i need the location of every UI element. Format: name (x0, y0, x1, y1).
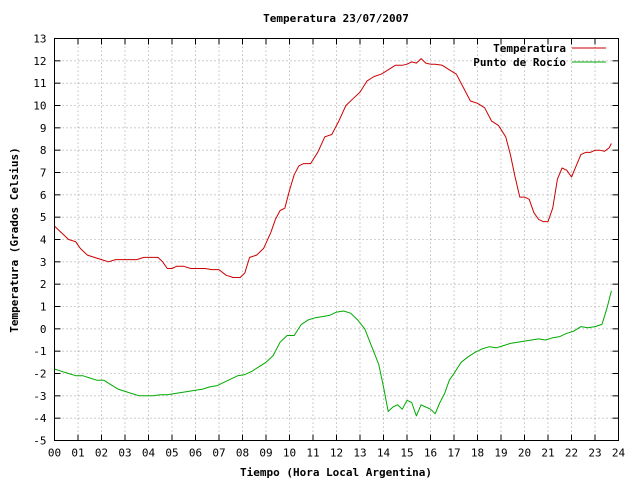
x-tick-label: 18 (471, 447, 484, 460)
x-tick-label: 19 (494, 447, 507, 460)
x-tick-label: 14 (377, 447, 391, 460)
legend-label-temperatura: Temperatura (493, 42, 566, 55)
series-line-punto-de-rocio (54, 290, 612, 417)
y-tick-label: -1 (33, 345, 46, 358)
y-tick-label: 8 (40, 144, 47, 157)
y-tick-label: 3 (40, 256, 47, 269)
x-tick-label: 20 (518, 447, 531, 460)
x-tick-label: 24 (612, 447, 626, 460)
y-tick-label: -2 (33, 368, 46, 381)
y-tick-label: 0 (40, 323, 47, 336)
y-tick-label: -5 (33, 435, 46, 448)
x-tick-label: 05 (165, 447, 178, 460)
series-lines (54, 58, 612, 417)
y-tick-label: 13 (33, 33, 46, 46)
x-tick-labels: 00 01 02 03 04 05 06 07 08 09 10 11 12 13 14 15 16 17 18 19… (48, 447, 626, 460)
x-tick-label: 01 (71, 447, 84, 460)
y-tick-label: -4 (33, 412, 47, 425)
legend-label-punto-de-rocio: Punto de Rocío (473, 56, 566, 69)
y-tick-label: 5 (40, 211, 47, 224)
y-tick-label: 6 (40, 189, 47, 202)
x-tick-label: 21 (541, 447, 554, 460)
y-tick-label: -3 (33, 390, 46, 403)
chart-title: Temperatura 23/07/2007 (263, 12, 409, 25)
x-tick-label: 07 (212, 447, 225, 460)
y-tick-label: 4 (40, 234, 47, 247)
x-tick-label: 17 (447, 447, 460, 460)
y-tick-label: 12 (33, 55, 46, 68)
y-axis-title: Temperatura (Grados Celsius) (8, 147, 21, 332)
x-tick-label: 22 (565, 447, 578, 460)
x-axis-title: Tiempo (Hora Local Argentina) (240, 466, 432, 479)
x-tick-label: 08 (236, 447, 249, 460)
x-tick-label: 23 (588, 447, 601, 460)
x-tick-label: 12 (330, 447, 343, 460)
x-tick-label: 10 (283, 447, 296, 460)
x-tick-label: 15 (400, 447, 413, 460)
y-tick-label: 9 (40, 122, 47, 135)
x-tick-label: 03 (118, 447, 131, 460)
x-tick-label: 06 (189, 447, 202, 460)
x-tick-label: 13 (353, 447, 366, 460)
x-tick-label: 11 (306, 447, 319, 460)
x-tick-label: 00 (48, 447, 61, 460)
grid (54, 38, 619, 441)
legend: Temperatura Punto de Rocío (473, 42, 606, 69)
y-tick-label: 7 (40, 167, 47, 180)
x-tick-label: 02 (95, 447, 108, 460)
series-line-temperatura (54, 58, 612, 278)
y-tick-label: 11 (33, 77, 46, 90)
x-tick-label: 09 (259, 447, 272, 460)
y-tick-label: 1 (40, 301, 47, 314)
x-tick-label: 16 (424, 447, 437, 460)
y-tick-label: 10 (33, 100, 46, 113)
x-tick-label: 04 (142, 447, 156, 460)
y-tick-label: 2 (40, 278, 47, 291)
axis-ticks (54, 38, 619, 441)
